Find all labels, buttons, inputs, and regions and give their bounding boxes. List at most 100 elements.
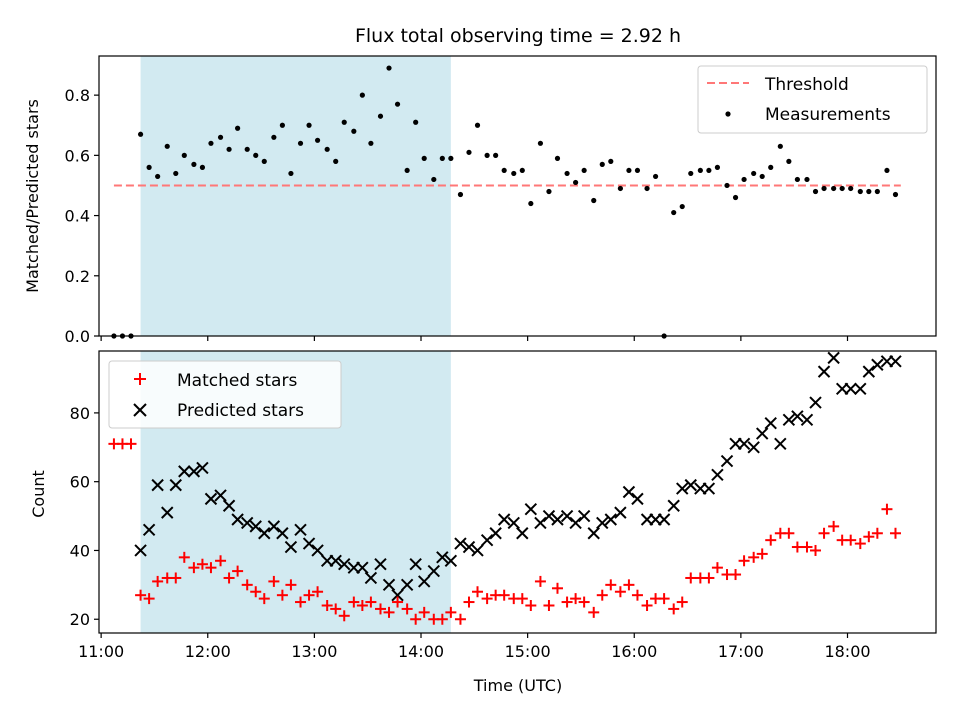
- predicted-star-point: [382, 578, 396, 592]
- predicted-star-point: [604, 513, 618, 526]
- measurement-point: [554, 155, 561, 161]
- predicted-star-point: [755, 427, 769, 440]
- measurement-point: [341, 119, 347, 125]
- measurement-point: [732, 194, 739, 201]
- measurement-point: [626, 167, 632, 174]
- matched-star-point: [205, 562, 217, 574]
- predicted-star-point: [241, 516, 254, 530]
- matched-star-point: [392, 596, 404, 608]
- measurement-point: [208, 140, 214, 146]
- measurement-point: [306, 122, 312, 128]
- matched-star-point: [668, 603, 680, 615]
- matched-star-point: [445, 606, 457, 618]
- measurement-point: [501, 167, 507, 174]
- predicted-star-point: [356, 561, 369, 574]
- predicted-star-point: [560, 509, 574, 523]
- measurement-point: [431, 176, 437, 183]
- predicted-star-point: [497, 513, 511, 526]
- matched-star-point: [534, 575, 546, 587]
- predicted-star-point: [614, 506, 627, 519]
- observing-window-shade: [140, 56, 451, 336]
- predicted-star-point: [311, 544, 324, 557]
- predicted-star-point: [151, 478, 164, 492]
- measurement-point: [217, 134, 224, 140]
- matched-star-point: [623, 579, 635, 591]
- measurement-point: [777, 143, 783, 149]
- predicted-star-point: [854, 382, 867, 396]
- matched-star-point: [348, 596, 360, 608]
- matched-star-point: [810, 544, 822, 556]
- measurement-point: [591, 197, 597, 204]
- matched-star-point: [454, 613, 466, 625]
- measurement-point: [759, 173, 765, 180]
- predicted-star-point: [134, 544, 147, 557]
- predicted-star-point: [480, 533, 494, 547]
- matched-star-point: [312, 586, 324, 598]
- count-x-tick-label: 14:00: [398, 642, 444, 661]
- matched-star-point: [232, 565, 244, 577]
- measurement-point: [404, 167, 410, 174]
- measurement-point: [271, 134, 277, 140]
- ratio-panel: 0.00.20.40.60.8 Matched/Predicted stars …: [23, 55, 937, 346]
- predicted-star-point: [889, 355, 902, 368]
- matched-star-point: [356, 599, 368, 611]
- matched-star-point: [223, 572, 235, 584]
- predicted-star-point: [676, 482, 689, 495]
- count-legend-box: [108, 360, 342, 429]
- measurement-point: [794, 176, 800, 183]
- predicted-star-point: [542, 509, 556, 523]
- matched-star-point: [170, 572, 182, 584]
- matched-star-point: [295, 596, 307, 608]
- matched-star-point: [845, 534, 857, 546]
- matched-star-point: [801, 541, 813, 553]
- predicted-star-point: [417, 575, 431, 588]
- matched-star-point: [250, 586, 262, 598]
- predicted-star-point: [329, 554, 342, 567]
- measurement-point: [413, 119, 419, 125]
- matched-star-point: [196, 558, 208, 570]
- measurement-point: [226, 146, 232, 152]
- measurement-point: [741, 176, 747, 183]
- count-x-tick-label: 15:00: [505, 642, 551, 661]
- count-y-tick-label: 20: [70, 610, 90, 629]
- measurement-point: [599, 161, 605, 167]
- measurement-point: [368, 140, 374, 146]
- matched-star-point: [330, 603, 342, 615]
- count-x-tick-label: 12:00: [185, 642, 231, 661]
- matched-star-point: [756, 548, 768, 560]
- measurement-point: [253, 152, 259, 158]
- predicted-star-point: [657, 513, 671, 526]
- matched-star-point: [178, 551, 190, 563]
- predicted-star-point: [400, 578, 414, 592]
- predicted-star-point: [747, 441, 760, 454]
- matched-star-point: [791, 541, 803, 553]
- predicted-star-point: [489, 527, 502, 540]
- matched-star-point: [152, 575, 164, 587]
- matched-star-point: [436, 613, 448, 625]
- measurement-point: [884, 167, 890, 174]
- predicted-star-point: [720, 454, 734, 468]
- predicted-star-point: [187, 465, 201, 478]
- ratio-y-tick-label: 0.8: [65, 86, 90, 105]
- predicted-star-point: [782, 413, 796, 426]
- predicted-star-point: [684, 478, 697, 492]
- measurement-point: [137, 131, 144, 137]
- matched-star-point: [276, 589, 288, 601]
- predicted-star-point: [507, 516, 520, 530]
- ratio-y-ticks: 0.0 0.2 0.4 0.6 0.8: [65, 86, 99, 346]
- x-axis-label: Time (UTC): [473, 676, 562, 695]
- predicted-star-point: [862, 365, 876, 378]
- measurement-point: [821, 185, 827, 192]
- predicted-star-point: [577, 509, 591, 523]
- measurement-point: [581, 167, 587, 174]
- count-x-tick-label: 16:00: [611, 642, 657, 661]
- matched-star-point: [410, 613, 422, 625]
- predicted-star-point: [516, 527, 529, 540]
- ratio-y-tick-label: 0.4: [65, 207, 90, 226]
- legend-matched-label: Matched stars: [177, 371, 297, 391]
- matched-star-point: [135, 589, 147, 601]
- measurement-point: [671, 209, 677, 216]
- measurement-point: [386, 65, 392, 71]
